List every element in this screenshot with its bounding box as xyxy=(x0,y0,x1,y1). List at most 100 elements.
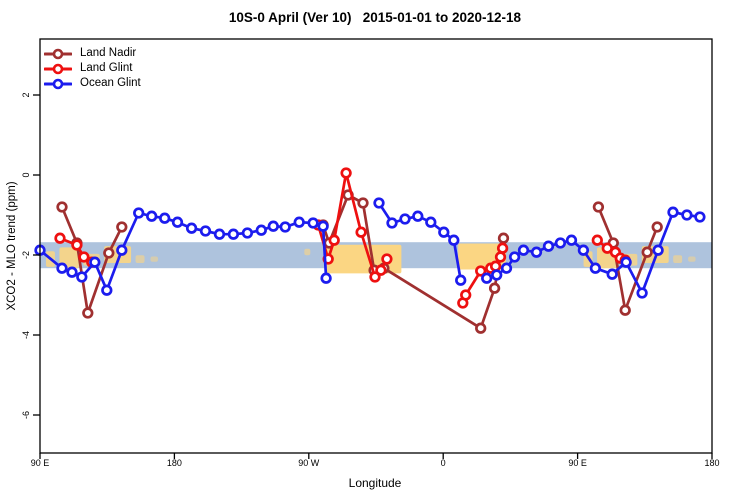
data-point xyxy=(116,244,128,256)
data-point xyxy=(199,225,212,237)
data-point xyxy=(227,228,240,240)
land-patch xyxy=(688,256,696,262)
legend-item-ocean-glint: Ocean Glint xyxy=(44,76,141,91)
legend-marker-icon xyxy=(44,78,72,89)
legend-label: Land Nadir xyxy=(80,47,137,59)
data-point xyxy=(76,271,88,283)
data-point xyxy=(667,206,679,218)
legend: Land Nadir Land Glint Ocean Glint xyxy=(44,46,141,91)
y-tick-label: -2 xyxy=(21,251,31,260)
data-point xyxy=(386,217,398,229)
data-point xyxy=(412,210,424,222)
data-point xyxy=(508,251,521,263)
data-point xyxy=(494,251,507,263)
data-point xyxy=(589,262,602,274)
data-point xyxy=(255,224,267,236)
data-point xyxy=(530,246,543,258)
data-point xyxy=(497,232,510,244)
x-tick-label: 90 W xyxy=(298,458,320,468)
legend-label: Land Glint xyxy=(80,62,133,74)
data-point xyxy=(489,260,502,272)
legend-item-land-nadir: Land Nadir xyxy=(44,46,141,61)
data-point xyxy=(381,253,393,265)
data-point xyxy=(475,265,487,277)
data-point xyxy=(500,262,513,274)
data-point xyxy=(481,272,493,284)
y-tick-label: 2 xyxy=(21,92,31,98)
data-point xyxy=(425,216,437,228)
land-patch xyxy=(59,247,79,269)
data-point xyxy=(241,227,254,239)
plot-area xyxy=(33,38,713,459)
data-point xyxy=(54,232,66,244)
x-axis-label: Longitude xyxy=(348,476,402,490)
data-point xyxy=(317,220,329,232)
x-tick-label: 90 E xyxy=(568,458,587,468)
data-point xyxy=(455,274,467,286)
data-point xyxy=(71,239,83,251)
data-point xyxy=(78,251,90,263)
data-point xyxy=(66,266,78,278)
data-point xyxy=(133,207,145,219)
land-patch xyxy=(304,248,311,256)
data-point xyxy=(171,216,184,228)
data-point xyxy=(116,221,128,233)
data-point xyxy=(517,244,530,256)
data-point xyxy=(488,282,501,294)
data-point xyxy=(496,242,509,254)
plot-box xyxy=(39,38,713,454)
data-point xyxy=(56,201,68,213)
data-point xyxy=(694,211,706,223)
data-point xyxy=(185,222,198,234)
data-point xyxy=(475,322,487,334)
data-point xyxy=(681,209,693,221)
data-point xyxy=(373,197,385,209)
data-point xyxy=(651,221,663,233)
data-point xyxy=(399,213,411,225)
data-point xyxy=(340,167,352,179)
data-point xyxy=(355,226,367,238)
y-tick-label: 0 xyxy=(21,172,31,178)
legend-marker-icon xyxy=(44,48,72,59)
data-point xyxy=(641,246,653,258)
data-point xyxy=(542,240,555,252)
data-point xyxy=(213,228,226,240)
data-point xyxy=(56,262,68,274)
data-point xyxy=(159,212,171,224)
y-axis-label: XCO2 - MLO trend (ppm) xyxy=(6,181,18,311)
land-patch xyxy=(135,255,145,263)
data-point xyxy=(375,264,387,276)
y-tick-label: -6 xyxy=(21,411,31,420)
data-point xyxy=(491,269,503,281)
data-point xyxy=(636,287,648,299)
legend-item-land-glint: Land Glint xyxy=(44,61,141,76)
y-tick-label: -4 xyxy=(21,331,31,340)
data-point xyxy=(591,234,603,246)
data-point xyxy=(438,226,450,238)
x-tick-label: 90 E xyxy=(30,458,50,468)
data-point xyxy=(89,256,101,268)
legend-label: Ocean Glint xyxy=(80,77,141,89)
x-tick-label: 180 xyxy=(166,458,182,468)
data-point xyxy=(369,271,381,283)
chart-title: 10S-0 April (Ver 10) 2015-01-01 to 2020-… xyxy=(228,10,522,25)
data-point xyxy=(577,244,590,256)
data-point xyxy=(357,197,369,209)
data-point xyxy=(307,217,319,229)
x-tick-label: 180 xyxy=(704,458,720,468)
data-point xyxy=(592,201,605,213)
data-point xyxy=(101,284,113,296)
plot-svg xyxy=(33,38,713,459)
data-point xyxy=(448,234,460,246)
x-tick-label: 0 xyxy=(440,458,446,468)
data-point xyxy=(565,234,578,246)
legend-marker-icon xyxy=(44,63,72,74)
data-point xyxy=(146,210,158,222)
data-point xyxy=(652,244,664,256)
data-point xyxy=(103,247,115,259)
data-point xyxy=(328,234,340,246)
data-point xyxy=(554,237,567,249)
data-point xyxy=(320,272,332,284)
data-point xyxy=(620,256,632,268)
